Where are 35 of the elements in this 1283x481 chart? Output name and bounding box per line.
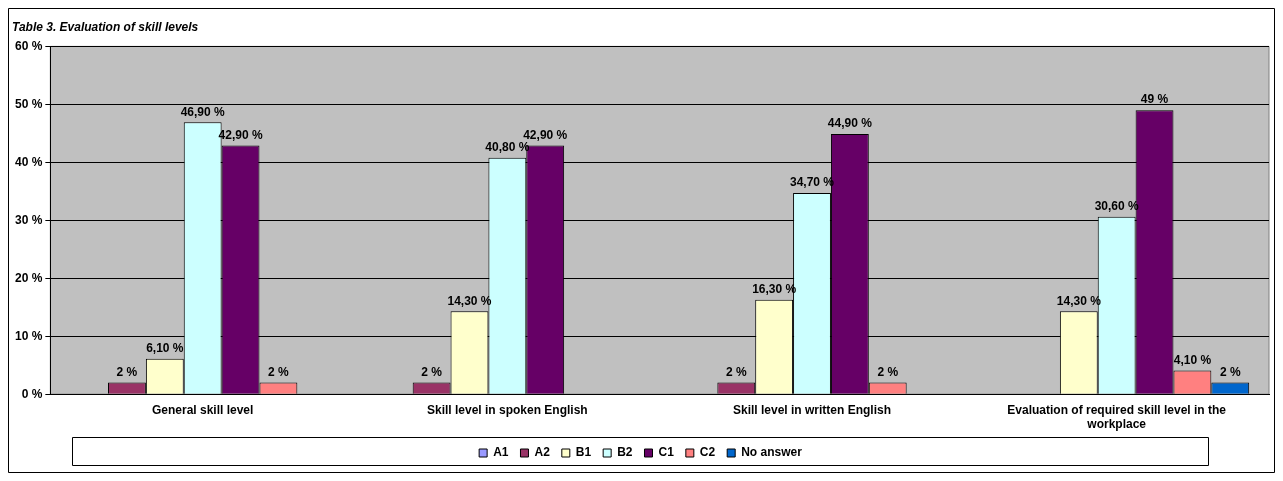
- data-label: 42,90 %: [523, 127, 568, 142]
- data-label: 14,30 %: [1056, 293, 1102, 308]
- y-tick-label: 0 %: [21, 386, 43, 401]
- data-label: 46,90 %: [180, 104, 226, 119]
- data-label: 44,90 %: [827, 116, 873, 131]
- data-label: 2 %: [116, 364, 138, 379]
- y-tick-label: 10 %: [14, 328, 43, 343]
- data-label: 2 %: [268, 364, 290, 379]
- legend-label: B1: [575, 445, 592, 460]
- x-tick-label: Evaluation of required skill level in the workplace: [1007, 402, 1227, 432]
- legend-label: A2: [534, 445, 551, 460]
- legend-label: C1: [658, 445, 675, 460]
- data-label: 2 %: [1219, 364, 1241, 379]
- data-label: 4,10 %: [1173, 352, 1212, 367]
- x-tick-label: Skill level in written English: [732, 402, 892, 417]
- data-label: 6,10 %: [146, 341, 184, 356]
- data-label: 2 %: [725, 364, 747, 379]
- data-label: 14,30 %: [447, 293, 492, 308]
- x-tick-label: General skill level: [151, 402, 254, 417]
- y-tick-label: 40 %: [14, 154, 43, 169]
- data-label: 2 %: [421, 364, 443, 379]
- y-tick-label: 60 %: [14, 38, 43, 53]
- chart-title: Table 3. Evaluation of skill levels: [12, 19, 199, 34]
- legend-label: B2: [617, 445, 633, 460]
- y-tick-label: 50 %: [14, 96, 43, 111]
- data-label: 49 %: [1140, 92, 1169, 107]
- x-tick-label: Skill level in spoken English: [426, 402, 588, 417]
- legend-label: C2: [699, 445, 716, 460]
- data-label: 42,90 %: [218, 127, 263, 142]
- data-label: 2 %: [877, 364, 899, 379]
- legend-label: No answer: [741, 445, 803, 460]
- legend-label: A1: [493, 445, 509, 460]
- data-label: 40,80 %: [485, 140, 530, 155]
- y-tick-label: 30 %: [14, 212, 43, 227]
- y-tick-label: 20 %: [14, 270, 43, 285]
